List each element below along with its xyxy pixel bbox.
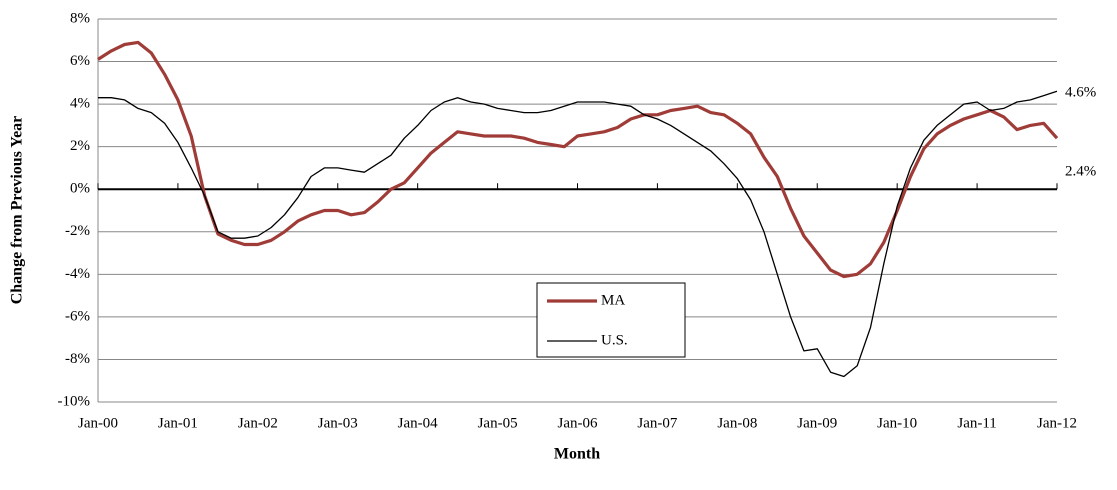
series-line [97, 40, 1059, 279]
legend-label: U.S. [601, 332, 628, 348]
x-tick-label: Jan-01 [158, 415, 198, 431]
x-tick-label: Jan-08 [717, 415, 757, 431]
y-tick-label: -8% [65, 351, 90, 367]
x-tick-label: Jan-10 [877, 415, 917, 431]
x-tick-label: Jan-00 [78, 415, 118, 431]
x-tick-label: Jan-06 [558, 415, 598, 431]
y-tick-label: 6% [70, 53, 90, 69]
y-tick-label: 8% [70, 10, 90, 26]
y-tick-label: 2% [70, 138, 90, 154]
x-tick-label: Jan-11 [957, 415, 996, 431]
y-tick-label: 4% [70, 96, 90, 112]
legend-box [536, 282, 686, 358]
x-tick-label: Jan-09 [797, 415, 837, 431]
y-tick-label: 0% [70, 181, 90, 197]
x-tick-label: Jan-02 [238, 415, 278, 431]
x-tick-label: Jan-03 [318, 415, 358, 431]
x-tick-label: Jan-05 [478, 415, 518, 431]
y-tick-label: -4% [65, 266, 90, 282]
y-axis-label: Change from Previous Year [9, 116, 26, 305]
y-tick-label: -2% [65, 223, 90, 239]
legend-label: MA [601, 292, 625, 308]
x-tick-label: Jan-12 [1037, 415, 1077, 431]
y-tick-label: -10% [58, 393, 91, 409]
x-axis-label: Month [554, 446, 600, 463]
series-line [98, 90, 1058, 378]
y-tick-label: -6% [65, 308, 90, 324]
x-tick-label: Jan-04 [398, 415, 438, 431]
x-tick-label: Jan-07 [637, 415, 677, 431]
annotation: 2.4% [1065, 163, 1096, 179]
annotation: 4.6% [1065, 84, 1096, 100]
